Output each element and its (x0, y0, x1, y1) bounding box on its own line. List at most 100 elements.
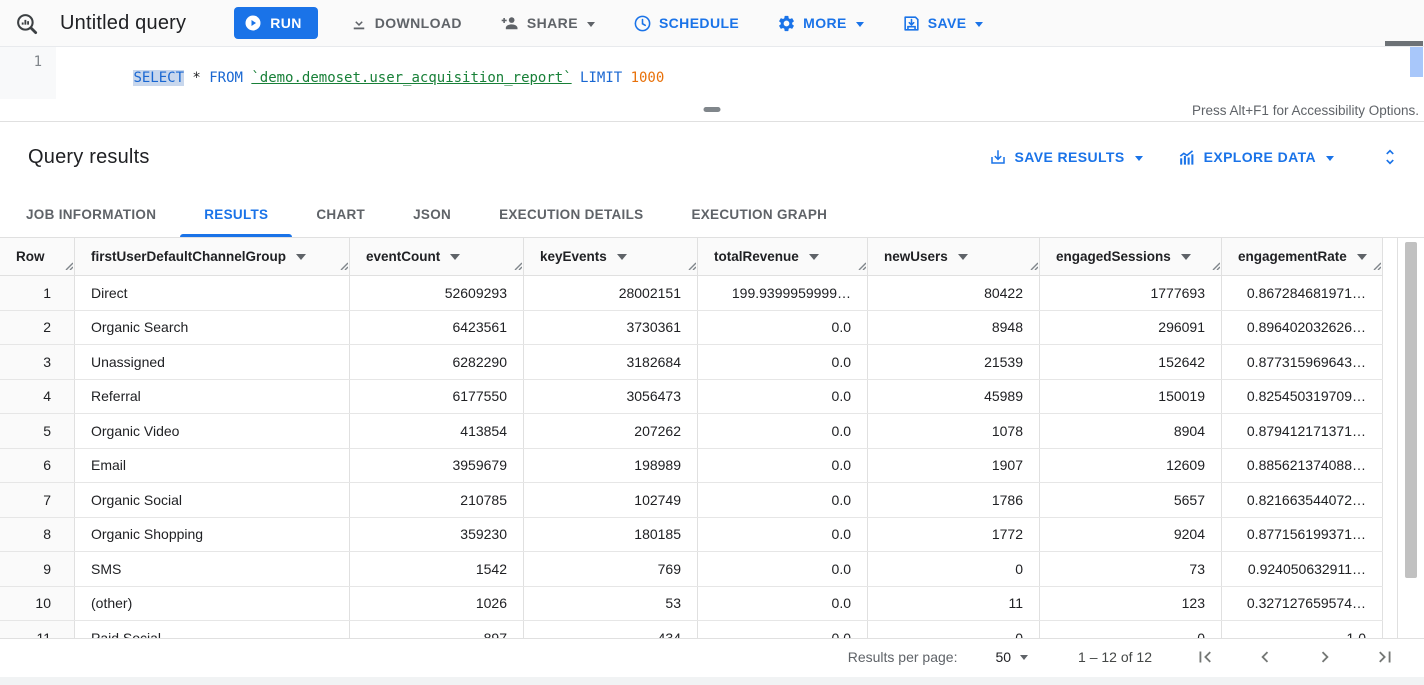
table-cell: 11 (868, 586, 1040, 620)
panel-resize-handle[interactable] (703, 107, 721, 112)
last-page-button[interactable] (1372, 644, 1398, 670)
column-header-newusers[interactable]: newUsers (868, 238, 1040, 275)
table-cell: 1078 (868, 414, 1040, 448)
table-cell: 52609293 (350, 276, 524, 310)
tab-execution-details[interactable]: EXECUTION DETAILS (499, 207, 644, 222)
caret-down-icon (1020, 655, 1029, 660)
column-header-label: engagedSessions (1056, 249, 1171, 264)
collapse-expand-results-button[interactable] (1380, 147, 1400, 167)
tab-results[interactable]: RESULTS (180, 192, 293, 237)
column-header-keyevents[interactable]: keyEvents (524, 238, 698, 275)
table-cell: Paid Social (75, 621, 350, 638)
sort-caret-icon[interactable] (450, 253, 461, 260)
column-header-engagedsessions[interactable]: engagedSessions (1040, 238, 1222, 275)
clock-icon (634, 15, 651, 31)
table-cell: 0.327127659574… (1222, 586, 1383, 620)
table-cell: 198989 (524, 448, 698, 482)
table-cell: 0.825450319709… (1222, 379, 1383, 413)
bottom-scrollbar-strip[interactable] (0, 677, 1424, 685)
row-number-cell: 3 (0, 345, 75, 379)
table-cell: 8904 (1040, 414, 1222, 448)
table-cell: 3730361 (524, 310, 698, 344)
chevron-right-icon (1321, 651, 1329, 662)
row-range-label: 1 – 12 of 12 (1078, 648, 1152, 665)
run-button[interactable]: RUN (234, 7, 318, 39)
table-cell: 0.877156199371… (1222, 517, 1383, 551)
column-resize-handle-icon[interactable] (856, 258, 867, 273)
table-row: 4 Referral 6177550 3056473 0.0 45989 150019 0.8… (0, 379, 1383, 414)
table-cell: SMS (75, 552, 350, 586)
column-header-engagementrate[interactable]: engagementRate (1222, 238, 1383, 275)
save-icon (904, 15, 919, 31)
download-button[interactable]: DOWNLOAD (346, 7, 466, 39)
column-resize-handle-icon[interactable] (512, 258, 523, 273)
query-toolbar: Untitled query RUN DOWNLOAD (0, 0, 1424, 47)
column-header-row[interactable]: Row (0, 238, 75, 275)
sort-caret-icon[interactable] (296, 253, 307, 260)
table-cell: 0.867284681971… (1222, 276, 1383, 310)
sql-table-reference-link[interactable]: `demo.demoset.user_acquisition_report` (251, 70, 572, 86)
table-cell: 0.879412171371… (1222, 414, 1383, 448)
table-row: 11 Paid Social 897 434 0.0 0 0 1.0 (0, 621, 1383, 638)
table-cell: 0.0 (698, 586, 868, 620)
table-cell: 413854 (350, 414, 524, 448)
column-header-label: engagementRate (1238, 249, 1347, 264)
table-cell: 150019 (1040, 379, 1222, 413)
sql-star: * (192, 70, 201, 86)
share-button[interactable]: SHARE (496, 7, 599, 39)
table-cell: 207262 (524, 414, 698, 448)
previous-page-button[interactable] (1252, 644, 1278, 670)
explore-data-button[interactable]: EXPLORE DATA (1177, 148, 1334, 167)
row-number-cell: 8 (0, 517, 75, 551)
sort-caret-icon[interactable] (957, 253, 968, 260)
sql-limit-keyword: LIMIT (580, 70, 623, 86)
tab-json[interactable]: JSON (413, 207, 452, 222)
table-cell: 897 (350, 621, 524, 638)
save-button[interactable]: SAVE (898, 7, 988, 39)
column-resize-handle-icon[interactable] (1371, 258, 1382, 273)
table-cell: 1026 (350, 586, 524, 620)
next-page-button[interactable] (1312, 644, 1338, 670)
column-resize-handle-icon[interactable] (63, 258, 74, 273)
sort-caret-icon[interactable] (616, 253, 627, 260)
more-button[interactable]: MORE (773, 7, 868, 39)
gear-icon (779, 15, 795, 31)
query-title[interactable]: Untitled query (60, 11, 187, 34)
sort-caret-icon[interactable] (1180, 253, 1191, 260)
schedule-button[interactable]: SCHEDULE (629, 7, 743, 39)
table-scrollbar-thumb[interactable] (1405, 242, 1417, 578)
first-page-button[interactable] (1192, 644, 1218, 670)
table-cell: 0.821663544072… (1222, 483, 1383, 517)
column-header-totalrevenue[interactable]: totalRevenue (698, 238, 868, 275)
editor-scrollbar-thumb[interactable] (1385, 41, 1423, 77)
results-per-page-select[interactable]: 50 (995, 648, 1029, 665)
table-cell: 434 (524, 621, 698, 638)
accessibility-hint: Press Alt+F1 for Accessibility Options. (1192, 103, 1419, 118)
table-cell: 0.0 (698, 310, 868, 344)
column-header-firstuserdefaultchannelgroup[interactable]: firstUserDefaultChannelGroup (75, 238, 350, 275)
table-row: 2 Organic Search 6423561 3730361 0.0 8948 2960… (0, 310, 1383, 345)
column-resize-handle-icon[interactable] (1210, 258, 1221, 273)
tab-job-information[interactable]: JOB INFORMATION (26, 207, 157, 222)
table-cell: 123 (1040, 586, 1222, 620)
column-header-eventcount[interactable]: eventCount (350, 238, 524, 275)
table-cell: Organic Social (75, 483, 350, 517)
save-results-button[interactable]: SAVE RESULTS (989, 148, 1143, 166)
explore-data-label: EXPLORE DATA (1203, 149, 1316, 165)
table-scrollbar-track[interactable] (1397, 238, 1424, 638)
table-cell: Direct (75, 276, 350, 310)
table-cell: 12609 (1040, 448, 1222, 482)
sort-caret-icon[interactable] (808, 253, 819, 260)
column-resize-handle-icon[interactable] (338, 258, 349, 273)
sql-code-line[interactable]: SELECT * FROM `demo.demoset.user_acquisitio… (56, 47, 664, 99)
table-cell: 1786 (868, 483, 1040, 517)
tab-chart[interactable]: CHART (316, 207, 366, 222)
tab-execution-graph[interactable]: EXECUTION GRAPH (691, 207, 828, 222)
table-cell: 152642 (1040, 345, 1222, 379)
column-resize-handle-icon[interactable] (1028, 258, 1039, 273)
column-resize-handle-icon[interactable] (686, 258, 697, 273)
page-size-value: 50 (995, 648, 1012, 665)
sort-caret-icon[interactable] (1356, 253, 1367, 260)
sql-editor[interactable]: 1 SELECT * FROM `demo.demoset.user_acquisit… (0, 41, 1424, 122)
